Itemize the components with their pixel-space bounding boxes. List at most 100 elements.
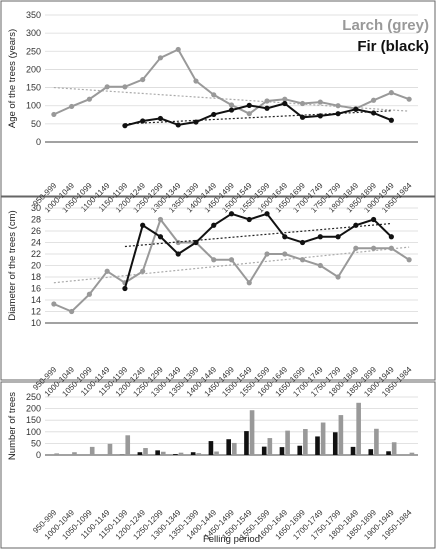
fir-data-point bbox=[175, 122, 181, 128]
y-tick-label: 350 bbox=[26, 10, 41, 20]
larch-bar bbox=[285, 430, 290, 455]
fir-series-line bbox=[123, 212, 393, 289]
fir-data-point bbox=[157, 115, 164, 122]
larch-data-point bbox=[335, 103, 341, 109]
fir-bar bbox=[226, 439, 231, 455]
fir-data-point bbox=[299, 114, 306, 120]
fir-data-point bbox=[211, 222, 217, 228]
larch-data-point bbox=[282, 251, 288, 257]
fir-series-line bbox=[124, 102, 392, 127]
y-tick-label: 12 bbox=[31, 307, 41, 317]
fir-bar bbox=[315, 436, 320, 455]
fir-data-point bbox=[370, 216, 377, 223]
fir-bar bbox=[350, 446, 356, 455]
larch-data-point bbox=[264, 98, 270, 104]
larch-data-point bbox=[353, 245, 359, 251]
larch-data-point bbox=[157, 216, 164, 223]
larch-bar bbox=[125, 435, 131, 455]
larch-data-point bbox=[193, 78, 199, 84]
y-tick-label: 300 bbox=[26, 28, 41, 38]
fir-data-point bbox=[335, 234, 341, 240]
fir-bar bbox=[279, 447, 285, 455]
larch-bar bbox=[107, 443, 113, 455]
fir-bar bbox=[155, 450, 160, 455]
fir-data-point bbox=[282, 234, 288, 240]
larch-data-point bbox=[51, 301, 57, 307]
larch-bar bbox=[374, 428, 379, 455]
fir-data-point bbox=[228, 211, 235, 217]
fir-bar bbox=[261, 446, 267, 455]
fir-data-point bbox=[228, 107, 235, 113]
larch-data-point bbox=[370, 245, 377, 251]
larch-data-point bbox=[104, 268, 110, 274]
larch-trend-line bbox=[53, 246, 410, 284]
y-tick-label: 28 bbox=[31, 215, 41, 225]
fir-data-point bbox=[140, 222, 146, 228]
larch-bar bbox=[160, 451, 166, 455]
fir-data-point bbox=[299, 239, 306, 246]
fir-bar bbox=[208, 441, 214, 455]
larch-data-point bbox=[228, 257, 235, 263]
y-tick-label: 24 bbox=[31, 238, 41, 248]
larch-data-point bbox=[140, 268, 146, 274]
fir-data-point bbox=[193, 119, 199, 125]
larch-bar bbox=[143, 448, 148, 455]
fir-bar bbox=[173, 454, 178, 455]
y-tick-label: 10 bbox=[31, 318, 41, 328]
larch-data-point bbox=[317, 262, 323, 269]
larch-bar bbox=[178, 452, 184, 455]
y-axis-title: Age of the trees (years) bbox=[7, 29, 18, 128]
larch-bar bbox=[267, 438, 273, 455]
larch-data-point bbox=[104, 84, 110, 90]
panel-frame-diameter bbox=[0, 196, 436, 381]
y-tick-label: 22 bbox=[31, 249, 41, 259]
y-tick-label: 250 bbox=[26, 46, 41, 56]
y-axis-title: Number of trees bbox=[7, 392, 18, 460]
y-tick-label: 100 bbox=[26, 427, 41, 437]
larch-data-point bbox=[211, 257, 217, 263]
y-axis-title: Diameter of the trees (cm) bbox=[7, 210, 18, 320]
fir-data-point bbox=[175, 251, 181, 257]
fir-bar bbox=[332, 432, 338, 455]
fir-data-point bbox=[264, 211, 270, 217]
larch-bar bbox=[409, 452, 415, 455]
fir-data-point bbox=[370, 110, 377, 116]
fir-data-point bbox=[388, 234, 394, 240]
larch-bar bbox=[356, 402, 361, 455]
larch-data-point bbox=[299, 257, 306, 263]
fir-data-point bbox=[211, 111, 217, 118]
larch-data-point bbox=[406, 257, 412, 263]
larch-data-point bbox=[246, 280, 252, 286]
larch-data-point bbox=[69, 103, 75, 110]
larch-data-point bbox=[406, 96, 412, 102]
larch-data-point bbox=[282, 96, 288, 102]
larch-data-point bbox=[157, 55, 164, 61]
y-tick-label: 18 bbox=[31, 272, 41, 282]
fir-bar bbox=[244, 431, 249, 455]
larch-data-point bbox=[317, 99, 323, 105]
fir-data-point bbox=[317, 234, 323, 240]
y-tick-label: 0 bbox=[36, 450, 41, 460]
larch-bar bbox=[320, 422, 326, 455]
larch-data-point bbox=[86, 96, 93, 102]
larch-bar bbox=[249, 410, 255, 455]
larch-data-point bbox=[299, 100, 306, 107]
y-tick-label: 30 bbox=[31, 203, 41, 213]
larch-bar bbox=[391, 442, 397, 455]
y-tick-label: 0 bbox=[36, 137, 41, 147]
larch-data-point bbox=[370, 97, 377, 103]
fir-data-point bbox=[246, 102, 252, 108]
fir-bar bbox=[190, 452, 196, 455]
fir-data-point bbox=[264, 105, 270, 111]
y-tick-label: 14 bbox=[31, 295, 41, 305]
larch-data-point bbox=[51, 111, 57, 118]
fir-data-point bbox=[353, 106, 359, 112]
y-tick-label: 50 bbox=[31, 438, 41, 448]
fir-data-point bbox=[353, 222, 359, 228]
legend-fir: Fir (black) bbox=[357, 38, 429, 55]
fir-data-point bbox=[388, 117, 394, 123]
y-tick-label: 250 bbox=[26, 392, 41, 402]
larch-data-point bbox=[228, 102, 235, 108]
